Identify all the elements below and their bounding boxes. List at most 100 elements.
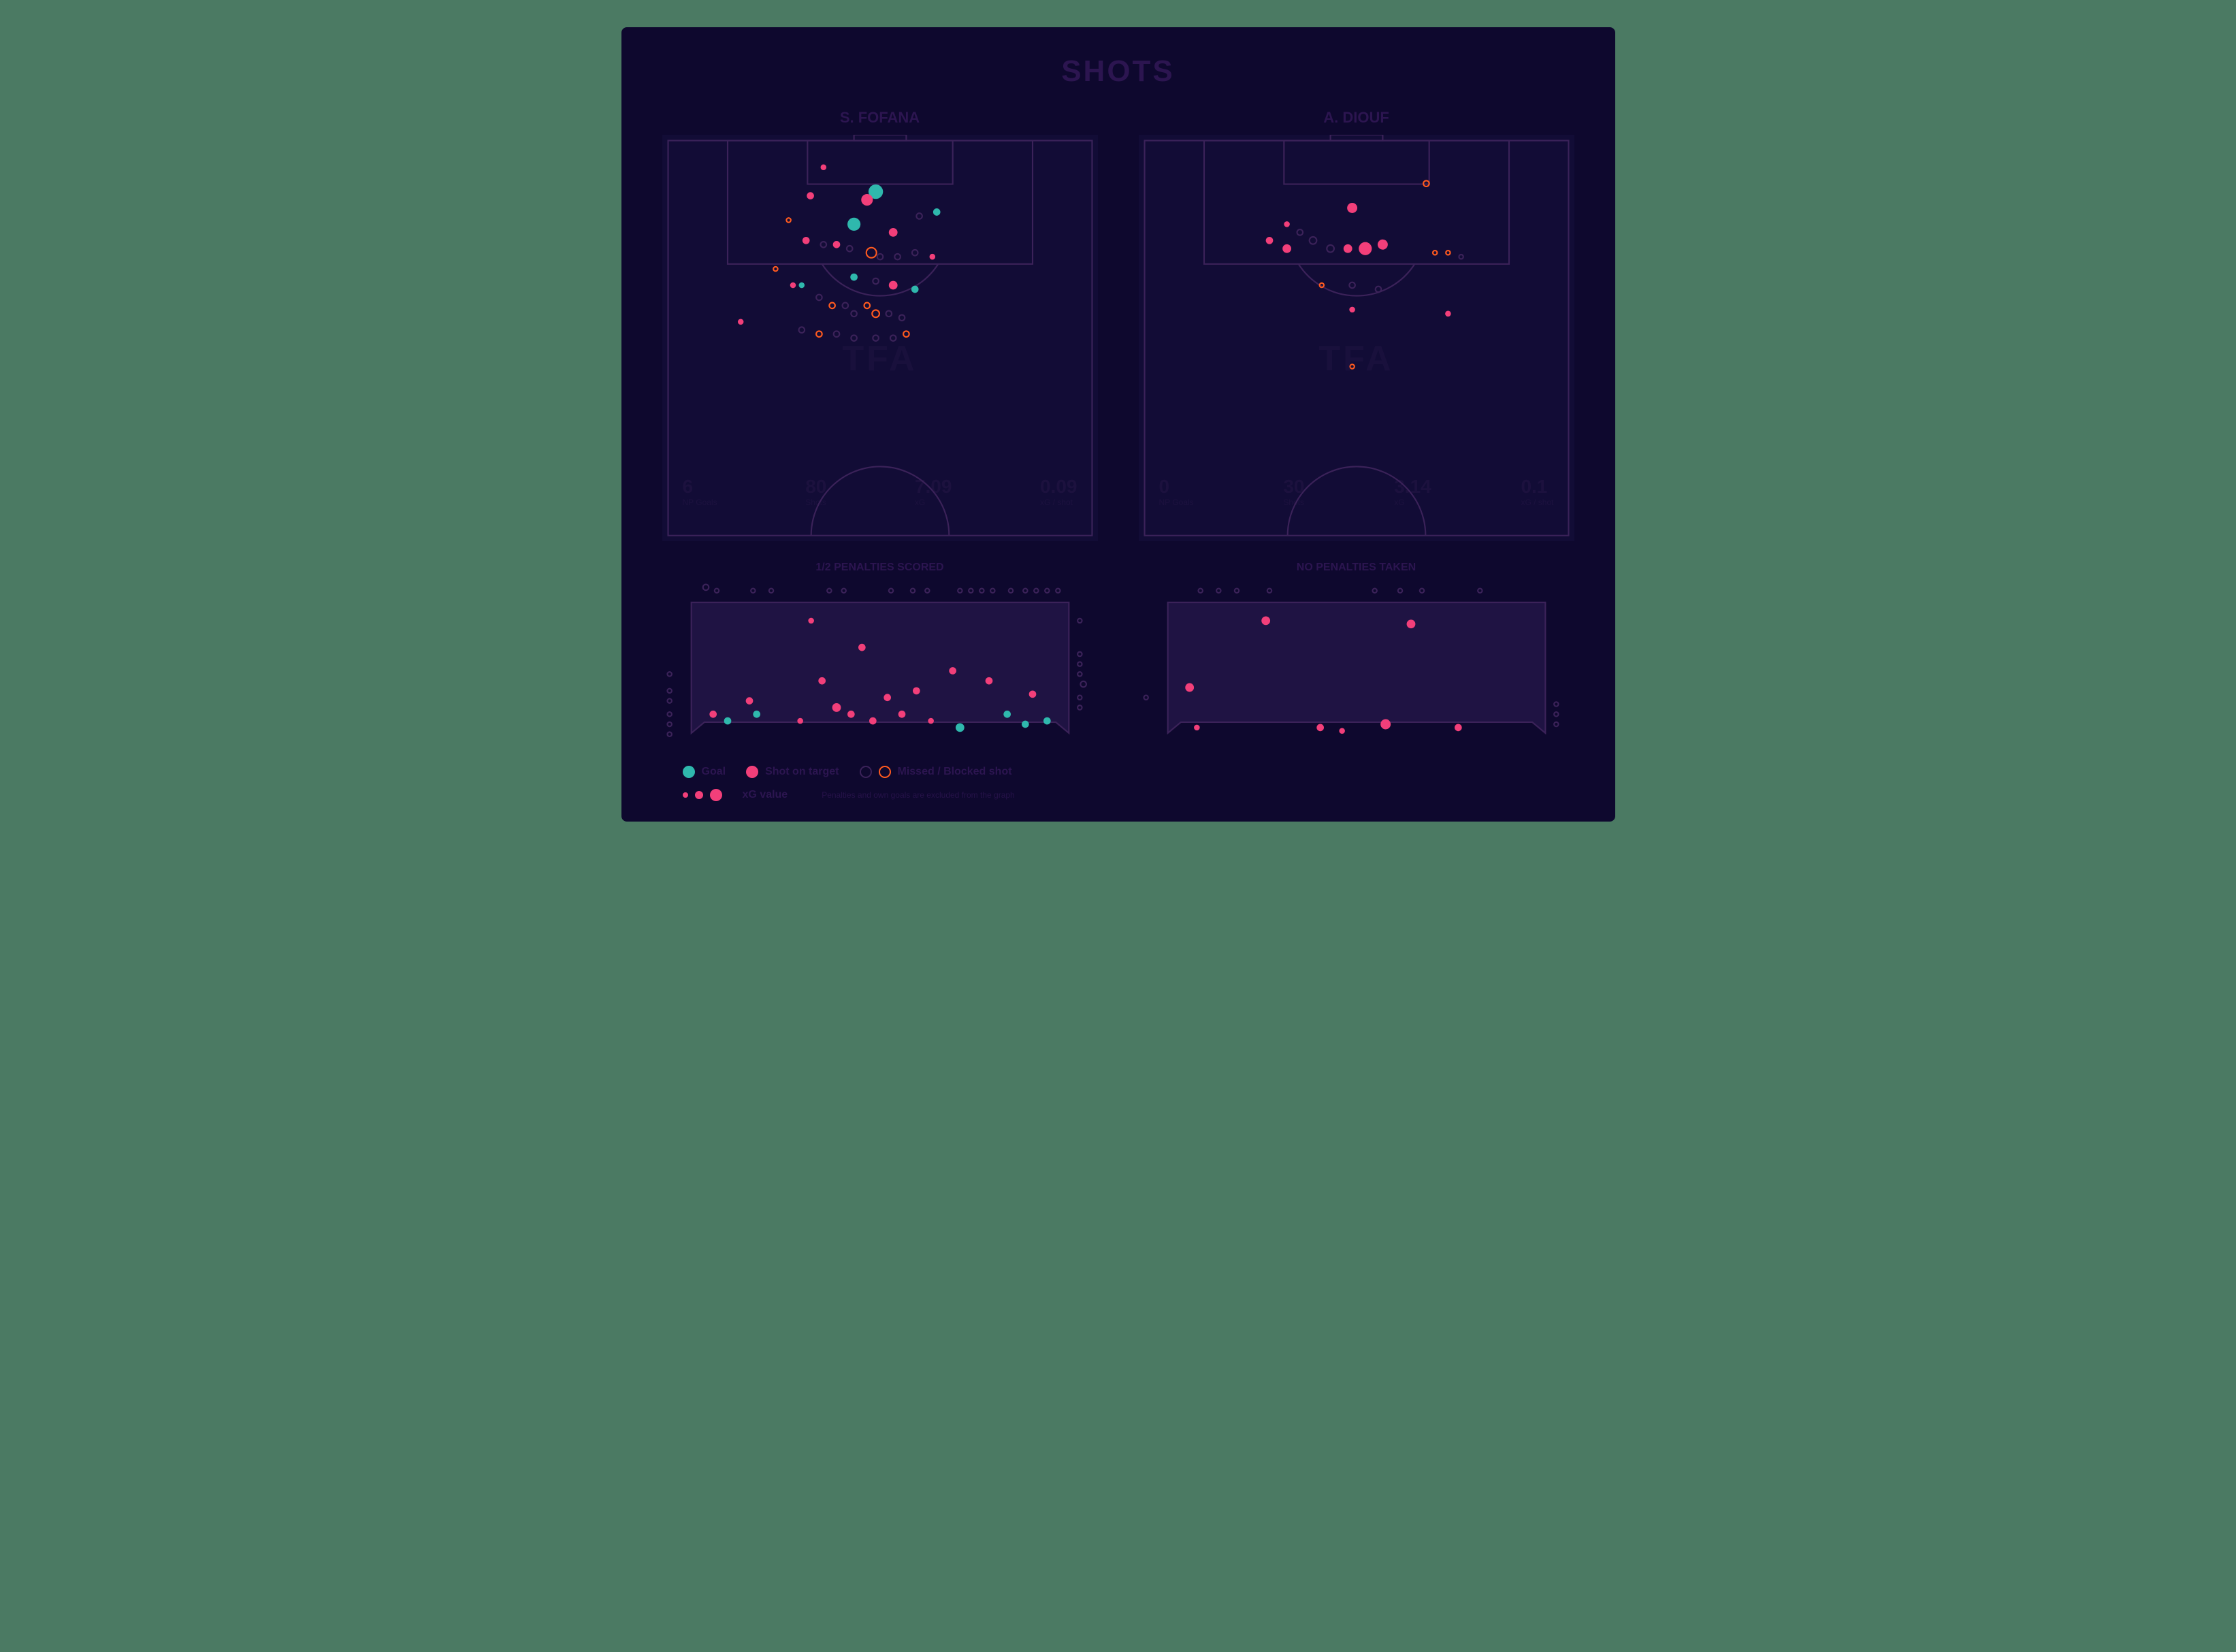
goal-shot-missed (1023, 589, 1027, 593)
goal-shot-missed (841, 589, 845, 593)
goal-shot-missed (1045, 589, 1049, 593)
xg-size-dot (695, 791, 703, 799)
goal-shot-missed (1554, 712, 1558, 716)
stat-xg: 3.14xG (1394, 476, 1431, 507)
goal-shot-on (884, 694, 891, 702)
goal-shot-missed (1198, 589, 1202, 593)
goal-shot-missed (667, 699, 671, 703)
shot-on (1445, 311, 1451, 317)
shot-goal (798, 282, 805, 289)
goal-svg (662, 581, 1098, 747)
stat-shots: 30Shots (1283, 476, 1304, 507)
player-name: A. DIOUF (1139, 109, 1574, 127)
legend-note: Penalties and own goals are excluded fro… (822, 790, 1015, 800)
goal-shot-on (1185, 683, 1194, 692)
shots-card: SHOTS S. FOFANA TFA 6NP Goals 80Shots 7.… (621, 27, 1615, 822)
goal-shot-missed (702, 585, 709, 591)
goal-shot-on (808, 618, 814, 624)
goal-shot-on (985, 677, 992, 685)
goal-shot-on (1194, 725, 1200, 731)
shot-on (1377, 240, 1387, 250)
goal-shot-goal (955, 724, 964, 732)
goal-shot-missed (990, 589, 994, 593)
goal-title: NO PENALTIES TAKEN (1139, 562, 1574, 574)
stat-np-goals: 0NP Goals (1159, 476, 1194, 507)
watermark: TFA (1318, 338, 1393, 379)
watermark: TFA (842, 338, 917, 379)
goal-shot-on (1380, 719, 1391, 730)
goal-shot-on (832, 703, 841, 712)
goal-shot-on (898, 711, 905, 718)
shot-on (820, 165, 826, 171)
goal-shot-missed (1144, 696, 1148, 700)
goal-shot-missed (910, 589, 914, 593)
goal-shot-missed (1419, 589, 1423, 593)
pitch-row: S. FOFANA TFA 6NP Goals 80Shots 7.09xG 0… (662, 109, 1574, 541)
pitch-block: A. DIOUF TFA 0NP Goals 30Shots 3.14xG 0.… (1139, 109, 1574, 541)
stat-row: 6NP Goals 80Shots 7.09xG 0.09xG / shot (683, 476, 1078, 507)
goal-shot-missed (1397, 589, 1401, 593)
stat-shots: 80Shots (805, 476, 826, 507)
main-title: SHOTS (662, 54, 1574, 88)
goal-shot-missed (1080, 681, 1086, 687)
goal-shot-on (869, 717, 877, 725)
pitch-wrap: TFA 0NP Goals 30Shots 3.14xG 0.1xG / sho… (1139, 135, 1574, 541)
goal-svg (1139, 581, 1574, 747)
goal-shot-missed (1267, 589, 1271, 593)
goal-shot-missed (1554, 702, 1558, 707)
stat-xg-shot: 0.09xG / shot (1040, 476, 1078, 507)
player-name: S. FOFANA (662, 109, 1098, 127)
shot-goal (911, 286, 918, 293)
goal-shot-missed (979, 589, 984, 593)
blocked-swatch (879, 766, 891, 778)
goal-shot-goal (724, 717, 731, 725)
goal-shot-missed (1078, 696, 1082, 700)
goal-shot-goal (1043, 717, 1050, 725)
goal-shot-missed (1216, 589, 1220, 593)
stat-np-goals: 6NP Goals (683, 476, 717, 507)
goal-shot-on (912, 687, 920, 695)
goal-shot-missed (1554, 722, 1558, 726)
goal-shot-missed (667, 689, 671, 693)
goal-shot-missed (1478, 589, 1482, 593)
goal-shot-missed (1056, 589, 1060, 593)
goal-shot-missed (1234, 589, 1238, 593)
goal-shot-on (818, 677, 826, 685)
legend-xg-label: xG value (743, 789, 788, 801)
goal-title: 1/2 PENALTIES SCORED (662, 562, 1098, 574)
shot-on (1265, 237, 1273, 244)
goal-shot-on (858, 644, 866, 651)
shot-on (1284, 221, 1290, 227)
goal-shot-missed (827, 589, 831, 593)
shot-goal (850, 274, 858, 281)
goal-shot-missed (1078, 652, 1082, 656)
goal-shot-on (847, 711, 855, 718)
goal-shot-goal (1003, 711, 1011, 718)
goal-shot-missed (1078, 706, 1082, 710)
legend-missed: Missed / Blocked shot (860, 766, 1012, 778)
shot-on (1282, 244, 1291, 253)
shot-on (832, 241, 840, 248)
shot-on (861, 194, 873, 206)
shot-on (807, 192, 814, 199)
goal-shot-missed (925, 589, 929, 593)
goal-shot-missed (667, 712, 671, 716)
xg-size-dot (710, 789, 722, 801)
goal-shot-on (1028, 691, 1036, 698)
shot-on (888, 228, 897, 237)
on-target-swatch (746, 766, 758, 778)
shot-on (888, 281, 897, 290)
legend-on-label: Shot on target (765, 766, 839, 778)
goal-shot-missed (714, 589, 718, 593)
goal-shot-missed (667, 732, 671, 736)
shot-on (1343, 244, 1352, 253)
goal-shot-on (1316, 724, 1324, 732)
legend: Goal Shot on target Missed / Blocked sho… (662, 766, 1574, 801)
xg-size-dot (683, 792, 688, 798)
goal-shot-missed (1008, 589, 1012, 593)
goal-shot-on (928, 718, 934, 724)
goal-shot-missed (1034, 589, 1038, 593)
pitch-block: S. FOFANA TFA 6NP Goals 80Shots 7.09xG 0… (662, 109, 1098, 541)
goal-shot-missed (958, 589, 962, 593)
legend-goal: Goal (683, 766, 726, 778)
